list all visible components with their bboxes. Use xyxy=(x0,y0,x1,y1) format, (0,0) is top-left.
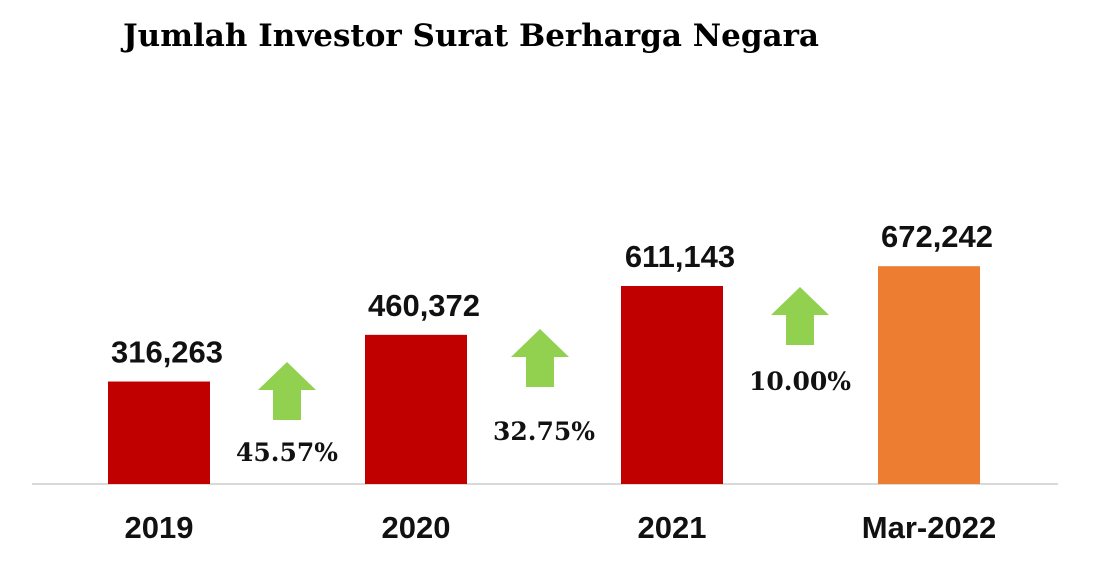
category-label: 2020 xyxy=(382,510,451,545)
bar-mar-2022 xyxy=(878,266,980,484)
chart-title: Jumlah Investor Surat Berharga Negara xyxy=(123,18,820,54)
up-arrow-icon xyxy=(771,287,829,345)
growth-label: 10.00% xyxy=(749,367,851,396)
bar-2020 xyxy=(365,334,467,484)
growth-label: 32.75% xyxy=(493,417,595,446)
category-label: Mar-2022 xyxy=(862,510,996,545)
up-arrow-icon xyxy=(258,362,316,420)
value-label: 611,143 xyxy=(625,239,735,274)
value-label: 460,372 xyxy=(368,288,480,323)
growth-label: 45.57% xyxy=(236,438,338,467)
bar-2021 xyxy=(621,285,723,484)
bar-2019 xyxy=(108,381,210,484)
up-arrow-icon xyxy=(511,329,569,387)
category-label: 2019 xyxy=(125,510,194,545)
category-label: 2021 xyxy=(638,510,707,545)
value-label: 316,263 xyxy=(111,335,223,370)
value-label: 672,242 xyxy=(881,219,993,254)
